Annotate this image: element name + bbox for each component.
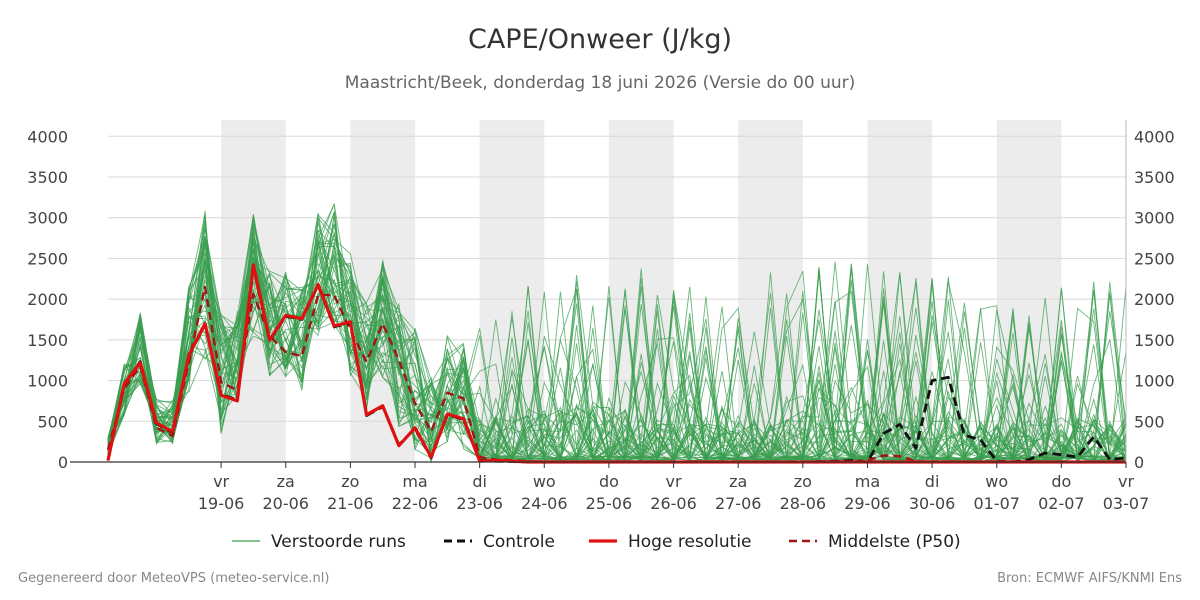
legend-label: Controle	[483, 532, 555, 552]
ensemble-member-line	[107, 239, 1127, 463]
x-tick-date: 03-07	[1103, 494, 1150, 513]
y-tick-label-right: 4000	[1134, 127, 1175, 146]
x-tick-date: 24-06	[521, 494, 568, 513]
legend-label: Hoge resolutie	[628, 532, 752, 552]
y-tick-label-left: 3500	[27, 168, 68, 187]
x-tick-day: vr	[213, 472, 229, 491]
legend: Verstoorde runs Controle Hoge resolutie Mid…	[232, 532, 961, 552]
y-tick-label-left: 1000	[27, 372, 68, 391]
y-tick-label-left: 1500	[27, 331, 68, 350]
y-tick-label-left: 2500	[27, 249, 68, 268]
footer-source: Bron: ECMWF AIFS/KNMI Ens	[997, 571, 1182, 586]
x-tick-day: do	[599, 472, 619, 491]
x-tick-day: wo	[985, 472, 1008, 491]
y-tick-label-left: 3000	[27, 209, 68, 228]
chart-subtitle: Maastricht/Beek, donderdag 18 juni 2026 …	[344, 73, 856, 93]
footer-generator: Gegenereerd door MeteoVPS (meteo-service…	[18, 571, 330, 586]
x-tick-day: wo	[533, 472, 556, 491]
x-tick-day: di	[472, 472, 487, 491]
x-tick-date: 02-07	[1038, 494, 1085, 513]
y-tick-label-left: 2000	[27, 290, 68, 309]
y-tick-label-right: 1000	[1134, 372, 1175, 391]
x-tick-day: do	[1051, 472, 1071, 491]
x-tick-day: za	[729, 472, 747, 491]
x-tick-day: zo	[794, 472, 812, 491]
y-tick-label-left: 500	[37, 412, 68, 431]
ensemble-member-line	[107, 203, 1127, 463]
y-tick-label-right: 2500	[1134, 249, 1175, 268]
y-tick-label-right: 1500	[1134, 331, 1175, 350]
y-tick-label-right: 0	[1134, 453, 1144, 472]
x-tick-date: 25-06	[586, 494, 633, 513]
x-tick-date: 30-06	[909, 494, 956, 513]
ensemble-member-line	[107, 241, 1127, 463]
x-tick-date: 28-06	[780, 494, 827, 513]
y-tick-label-right: 500	[1134, 412, 1165, 431]
x-tick-date: 29-06	[844, 494, 891, 513]
x-tick-day: ma	[855, 472, 880, 491]
ensemble-member-line	[107, 229, 1127, 463]
x-tick-day: zo	[341, 472, 359, 491]
ensemble-member-line	[107, 233, 1127, 463]
axes: 0 0 500 500 1000 1000 1500 1500 2000 2000 2500 2500…	[27, 120, 1175, 513]
x-tick-day: za	[277, 472, 295, 491]
x-tick-date: 19-06	[198, 494, 245, 513]
ensemble-member-line	[107, 215, 1127, 462]
y-tick-label-right: 3500	[1134, 168, 1175, 187]
ensemble-member-line	[107, 219, 1127, 463]
x-tick-date: 01-07	[973, 494, 1020, 513]
y-tick-label-left: 4000	[27, 127, 68, 146]
x-tick-day: vr	[1118, 472, 1134, 491]
x-tick-date: 21-06	[327, 494, 374, 513]
y-tick-label-right: 3000	[1134, 209, 1175, 228]
x-tick-day: ma	[402, 472, 427, 491]
x-tick-day: vr	[666, 472, 682, 491]
x-tick-date: 27-06	[715, 494, 762, 513]
legend-label: Verstoorde runs	[271, 532, 406, 552]
x-tick-day: di	[925, 472, 940, 491]
y-tick-label-left: 0	[58, 453, 68, 472]
chart-title: CAPE/Onweer (J/kg)	[467, 24, 732, 55]
ensemble-member-line	[107, 224, 1127, 463]
x-tick-date: 22-06	[392, 494, 439, 513]
y-tick-label-right: 2000	[1134, 290, 1175, 309]
x-tick-date: 23-06	[456, 494, 503, 513]
legend-label: Middelste (P50)	[828, 532, 961, 552]
x-tick-date: 26-06	[650, 494, 697, 513]
x-tick-date: 20-06	[262, 494, 309, 513]
series-middelste-p50	[106, 285, 1126, 464]
